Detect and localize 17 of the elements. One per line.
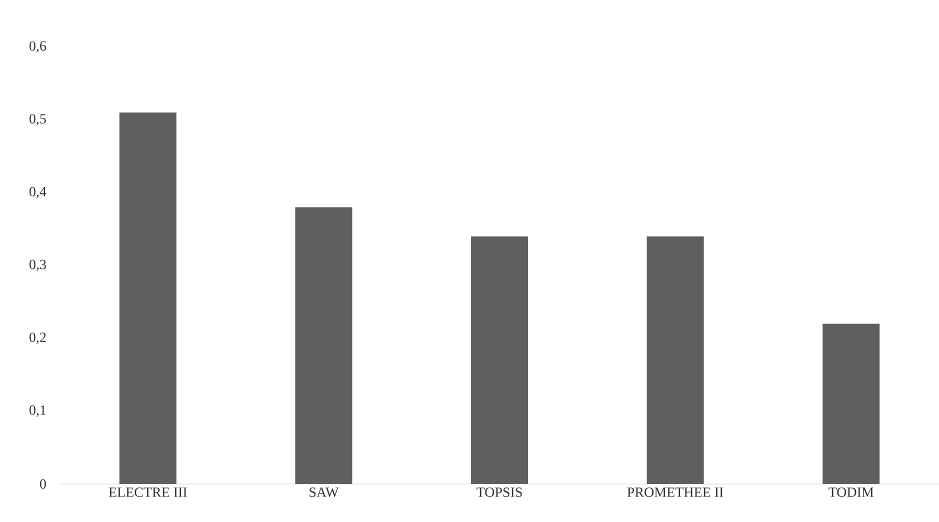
y-tick-label: 0,6 xyxy=(30,41,46,53)
y-tick-label: 0,4 xyxy=(30,186,46,198)
x-tick-label: PROMETHEE II xyxy=(627,488,724,497)
bar xyxy=(471,236,528,484)
y-tick-label: 0,5 xyxy=(30,114,46,126)
x-tick-label: TODIM xyxy=(828,488,874,497)
bar xyxy=(646,236,704,484)
y-tick-label: 0 xyxy=(40,479,46,489)
y-tick-label: 0,3 xyxy=(30,260,46,272)
bar xyxy=(119,112,176,484)
x-tick-label: TOPSIS xyxy=(476,488,522,497)
x-tick-label: ELECTRE III xyxy=(108,488,187,497)
y-tick-label: 0,1 xyxy=(30,405,46,417)
bar xyxy=(295,207,352,484)
x-tick-label: SAW xyxy=(310,488,339,498)
y-tick-label: 0,2 xyxy=(30,332,46,344)
bar xyxy=(822,324,880,484)
